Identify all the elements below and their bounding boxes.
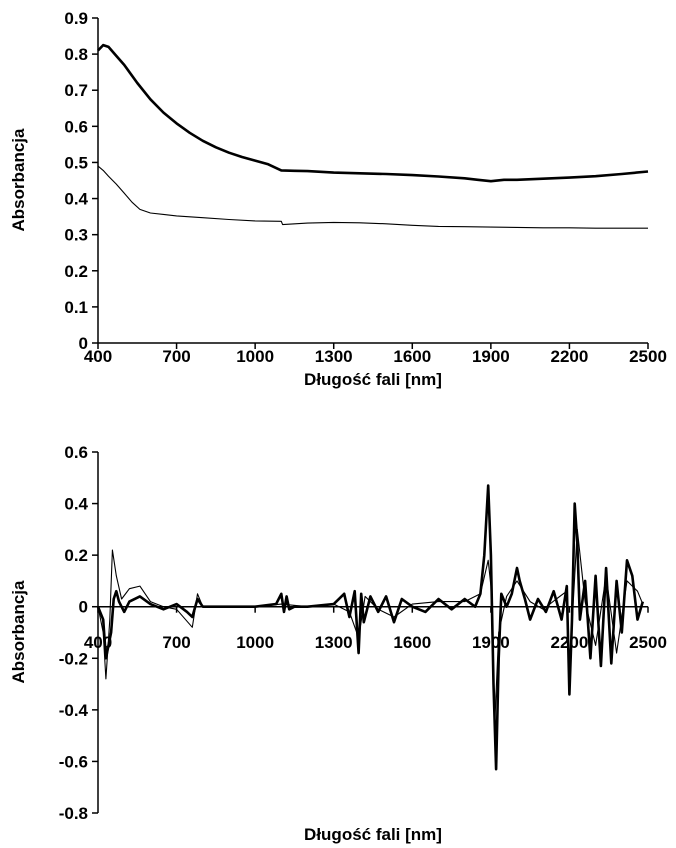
chart2-y-tick-label: 0.6	[64, 443, 88, 462]
chart1-y-tick-label: 0.4	[64, 190, 88, 209]
chart2-x-tick-label: 2500	[629, 633, 667, 652]
chart1-series-thin-line	[97, 165, 648, 229]
chart2-x-tick-label: 1300	[315, 633, 353, 652]
chart2-y-tick-label: 0.2	[64, 546, 88, 565]
chart2-y-tick-label: -0.8	[59, 804, 88, 823]
chart1-y-axis-label: Absorbancja	[9, 128, 28, 232]
chart1-y-tick-label: 0.7	[64, 81, 88, 100]
chart2-series-thick-line	[96, 484, 645, 771]
chart2-x-tick-label: 700	[162, 633, 190, 652]
chart2-y-tick-label: 0	[79, 598, 88, 617]
chart1-x-tick-label: 2200	[551, 347, 589, 366]
chart1-x-tick-label: 700	[162, 347, 190, 366]
chart1-x-axis-label: Długość fali [nm]	[304, 370, 442, 389]
chart1-y-tick-label: 0.3	[64, 226, 88, 245]
chart1-x-tick-label: 1300	[315, 347, 353, 366]
chart2-x-tick-label: 1000	[236, 633, 274, 652]
chart1-series-thick-line	[97, 43, 649, 183]
chart1-y-tick-label: 0.5	[64, 153, 88, 172]
chart2-x-tick-label: 1600	[393, 633, 431, 652]
chart1-x-tick-label: 1000	[236, 347, 274, 366]
chart2-series-thin-line	[97, 528, 644, 724]
chart1-y-tick-label: 0.8	[64, 45, 88, 64]
chart2-y-tick-label: 0.4	[64, 495, 88, 514]
chart2-x-tick-label: 1900	[472, 633, 510, 652]
chart2-y-tick-label: -0.4	[59, 701, 89, 720]
chart1-y-tick-label: 0.9	[64, 9, 88, 28]
chart1-y-tick-label: 0.6	[64, 117, 88, 136]
chart1-y-tick-label: 0.1	[64, 298, 88, 317]
chart1-y-tick-label: 0	[79, 334, 88, 353]
chart2-y-axis-label: Absorbancja	[9, 580, 28, 684]
chart1-x-tick-label: 2500	[629, 347, 667, 366]
chart2-x-axis-label: Długość fali [nm]	[304, 825, 442, 844]
chart2-y-tick-label: -0.2	[59, 649, 88, 668]
chart1-x-tick-label: 1600	[393, 347, 431, 366]
chart2-y-tick-label: -0.6	[59, 752, 88, 771]
chart1-x-tick-label: 1900	[472, 347, 510, 366]
chart1-y-tick-label: 0.2	[64, 262, 88, 281]
chart1-x-tick-label: 400	[84, 347, 112, 366]
